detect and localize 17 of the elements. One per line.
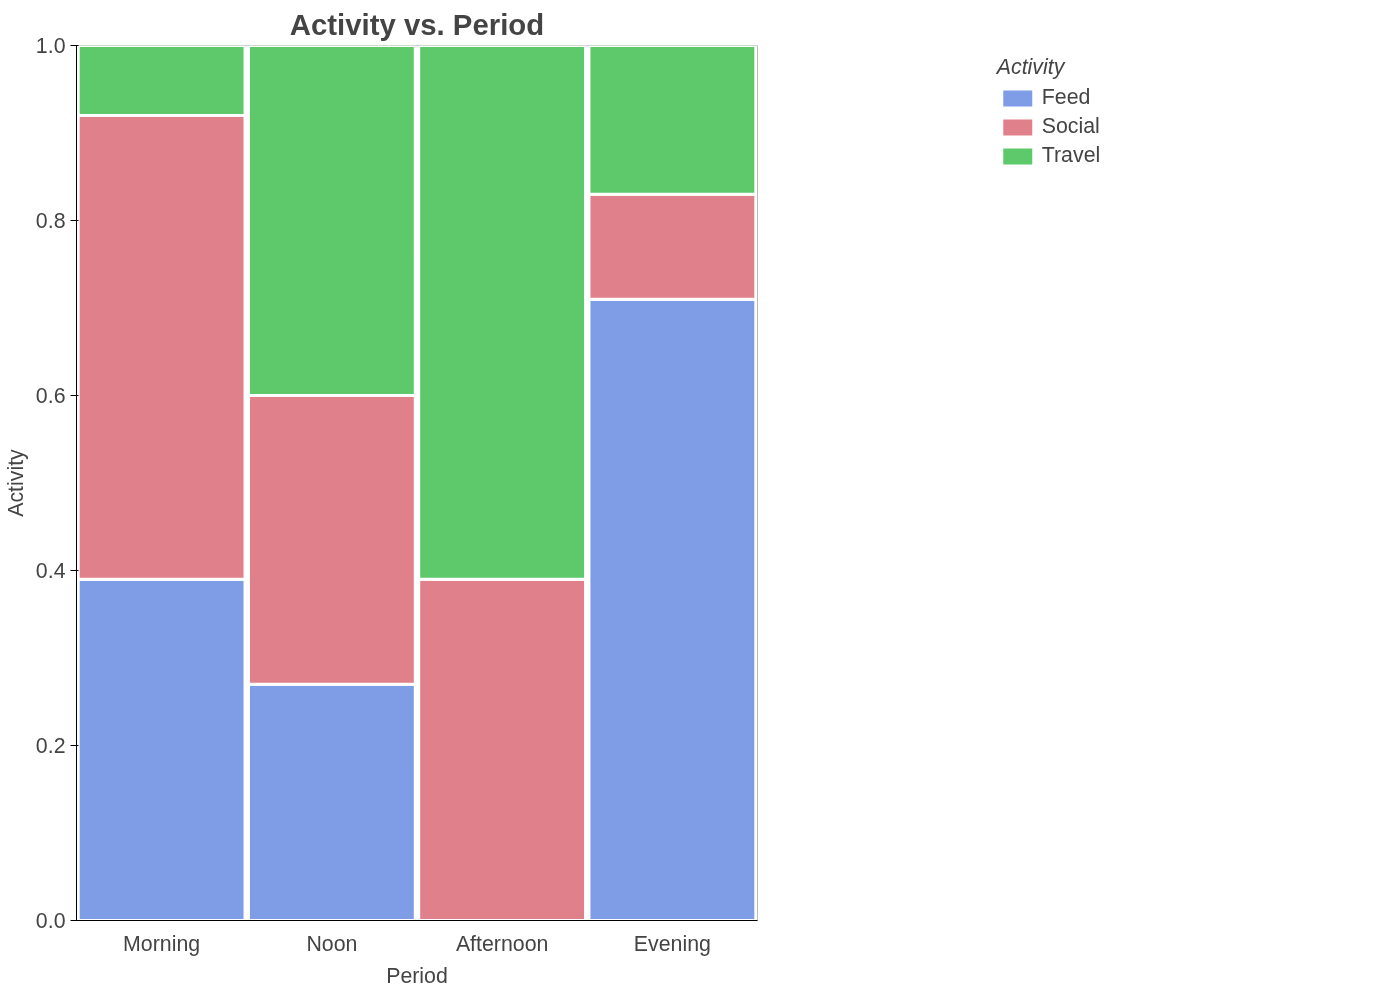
- x-tick-label: Afternoon: [455, 931, 549, 956]
- y-tick-label: 0.2: [35, 734, 66, 758]
- legend-label: Social: [1041, 114, 1100, 139]
- y-tick-label: 1.0: [35, 34, 66, 58]
- y-tick-label: 0.0: [35, 909, 66, 933]
- y-tick-label: 0.6: [35, 384, 66, 408]
- x-axis-title: Period: [386, 963, 448, 988]
- y-tick-label: 0.8: [35, 209, 66, 233]
- chart-title: Activity vs. Period: [289, 7, 545, 41]
- legend-title: Activity: [996, 55, 1067, 80]
- legend-label: Travel: [1041, 143, 1101, 168]
- y-tick-label: 0.4: [35, 559, 66, 583]
- legend-label: Feed: [1041, 85, 1091, 110]
- y-axis-title: Activity: [3, 448, 28, 517]
- x-tick-label: Noon: [306, 931, 358, 956]
- x-tick-label: Morning: [123, 931, 201, 956]
- x-tick-label: Evening: [633, 931, 711, 956]
